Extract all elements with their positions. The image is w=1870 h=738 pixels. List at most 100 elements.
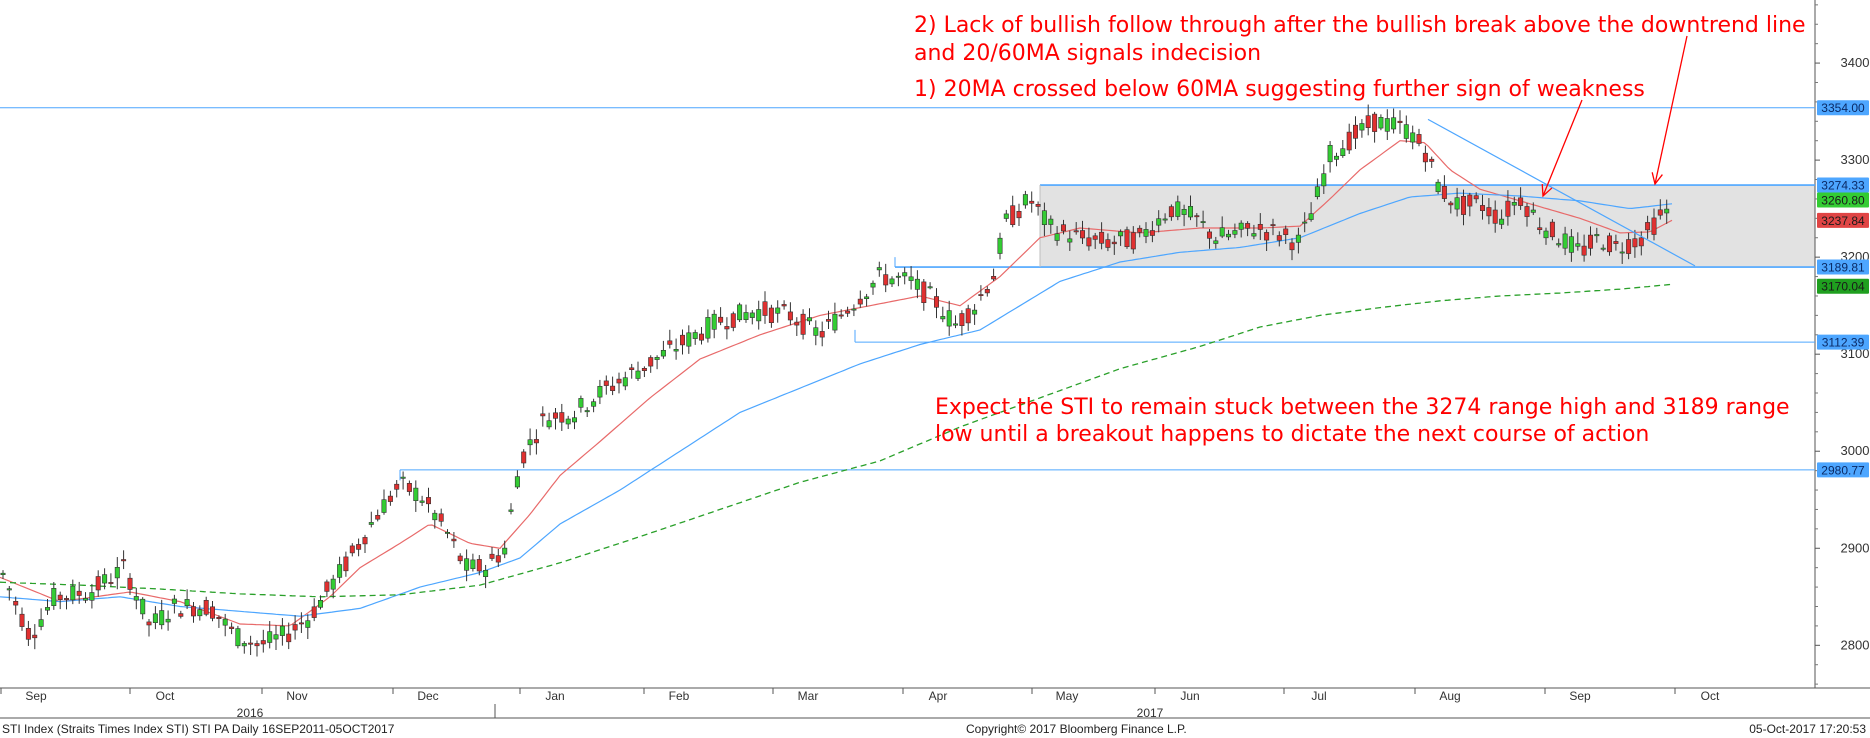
candle-body-206 [1308,213,1314,220]
candle-body-192 [1219,227,1225,237]
annotation-line-1: 2) Lack of bullish follow through after … [914,13,1806,38]
candle-body-72 [457,555,463,562]
candle-body-173 [1099,231,1105,244]
candle-body-66 [419,500,425,503]
candle-body-28 [178,613,184,617]
candle-body-213 [1353,124,1359,139]
candle-body-244 [1549,221,1555,238]
arrow-1-head [1541,183,1553,198]
candle-body-90 [571,417,577,423]
candle-body-31 [197,609,203,617]
candle-body-84 [533,439,539,444]
arrow-1-shaft [1542,99,1583,197]
x-month-label-10: Jul [1311,689,1326,703]
annotation-line-5: low until a breakout happens to dictate … [935,422,1649,447]
candle-body-248 [1575,243,1581,247]
candle-body-247 [1568,236,1574,253]
candle-body-91 [578,398,584,408]
candle-body-167 [1061,224,1067,232]
candle-body-15 [95,576,101,591]
candle-body-123 [781,304,787,307]
candle-body-225 [1429,158,1435,162]
candle-body-154 [978,294,984,297]
candle-body-227 [1441,186,1447,199]
candle-body-8 [51,587,57,606]
candle-body-239 [1518,197,1524,206]
candle-body-101 [641,367,647,371]
y-tick-label-2: 3000 [1841,443,1870,458]
candle-body-97 [616,378,622,384]
candle-body-120 [762,301,768,316]
candle-body-117 [743,312,749,320]
candle-body-60 [381,499,387,513]
candle-body-204 [1295,234,1301,243]
candle-body-12 [76,590,82,596]
candle-body-4 [25,627,31,640]
candle-body-52 [330,578,336,590]
candle-body-99 [629,367,635,370]
x-month-label-6: Mar [798,689,819,703]
candle-body-124 [787,311,793,321]
candle-body-14 [89,592,95,601]
candle-body-149 [946,310,952,327]
candle-body-24 [152,613,158,623]
candle-body-89 [565,418,571,425]
candle-body-259 [1645,222,1651,231]
candle-body-251 [1594,234,1600,237]
candle-body-207 [1314,186,1320,197]
candle-body-221 [1403,124,1409,139]
x-month-label-2: Nov [286,689,307,703]
x-month-label-4: Jan [545,689,564,703]
candle-body-50 [317,599,323,608]
candle-body-152 [965,308,971,324]
candle-body-122 [775,307,781,314]
candle-body-107 [679,334,685,346]
candle-body-198 [1257,224,1263,230]
candle-body-70 [444,531,450,534]
candle-body-156 [991,275,997,280]
candle-body-196 [1245,223,1251,229]
candle-body-112 [711,313,717,330]
candle-body-11 [70,585,76,601]
candle-body-194 [1232,230,1238,235]
candle-body-46 [292,624,298,631]
candle-body-59 [375,514,381,520]
candle-body-153 [972,309,978,315]
footer-center: Copyright© 2017 Bloomberg Finance L.P. [966,722,1187,736]
candle-body-87 [552,412,558,419]
candle-body-214 [1359,123,1365,131]
candle-body-241 [1530,209,1536,213]
price-label-bg-6 [1817,334,1869,350]
candle-body-146 [927,286,933,289]
candle-body-55 [349,545,355,554]
candle-body-209 [1327,145,1333,163]
candle-body-92 [584,410,590,413]
candle-body-19 [121,559,127,562]
candle-body-131 [832,313,838,331]
candle-body-108 [686,332,692,347]
candle-body-82 [521,451,527,464]
candle-body-199 [1264,232,1270,241]
candle-body-139 [883,274,889,286]
candle-body-256 [1626,239,1632,254]
candle-body-184 [1168,206,1174,218]
candle-body-95 [603,380,609,386]
candle-body-164 [1041,210,1047,225]
candle-body-115 [730,313,736,328]
candle-body-197 [1251,233,1257,237]
candle-body-83 [527,439,533,446]
candle-body-141 [895,275,901,278]
candle-body-9 [57,594,63,600]
candle-body-118 [749,312,755,318]
candle-body-121 [768,307,774,323]
candle-body-170 [1080,230,1086,239]
candle-body-44 [279,625,285,636]
candle-body-116 [737,304,743,321]
candle-body-144 [914,278,920,290]
candle-body-233 [1480,205,1486,211]
candle-body-65 [413,487,419,502]
candle-body-103 [654,356,660,360]
candle-body-190 [1207,231,1213,239]
candle-body-230 [1461,196,1467,215]
